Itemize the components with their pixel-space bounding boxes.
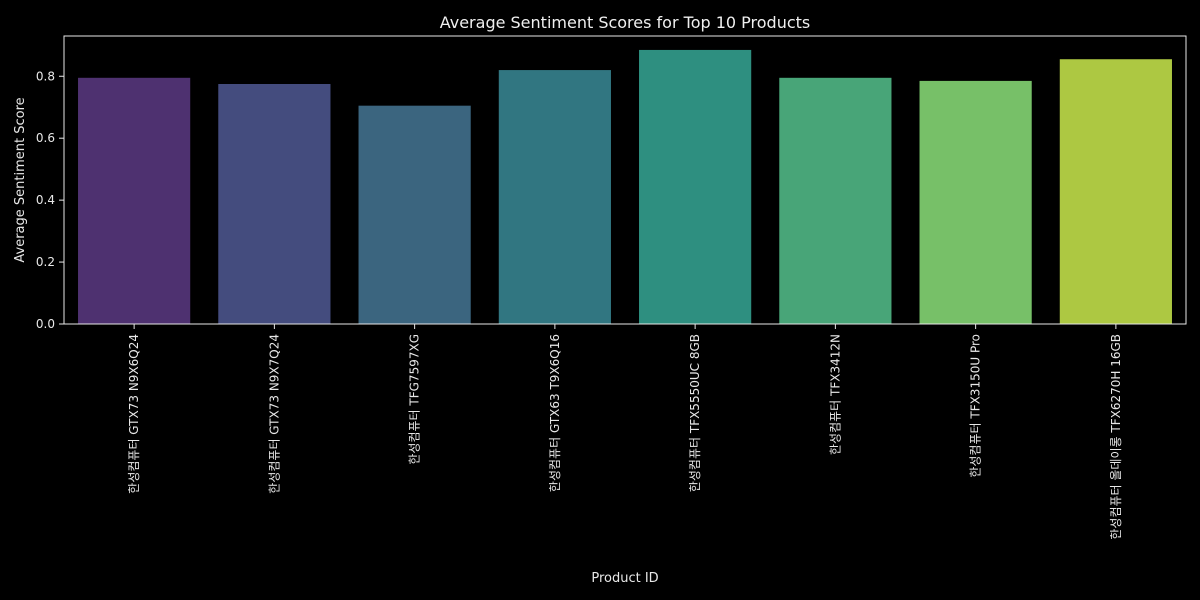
x-tick-label: 한성컴퓨터 GTX73 N9X7Q24 [267, 334, 281, 494]
x-tick-label: 한성컴퓨터 올데이롱 TFX6270H 16GB [1109, 334, 1123, 540]
x-tick-label: 한성컴퓨터 GTX73 N9X6Q24 [127, 334, 141, 494]
plot-frame [63, 35, 1187, 325]
bar-2 [218, 84, 331, 324]
bar-5 [639, 49, 752, 324]
bar-4 [498, 70, 611, 324]
bar-8 [1059, 59, 1172, 325]
bar-3 [358, 105, 471, 324]
y-tick-label: 0.8 [36, 69, 55, 83]
x-tick-label: 한성컴퓨터 TFG7597XG [408, 334, 422, 465]
y-axis: 0.0 0.2 0.4 0.6 0.8 [36, 69, 64, 331]
chart-title: Average Sentiment Scores for Top 10 Prod… [440, 13, 811, 32]
y-tick-label: 0.2 [36, 255, 55, 269]
x-tick-label: 한성컴퓨터 TFX3412N [828, 334, 842, 455]
y-tick-label: 0.6 [36, 131, 55, 145]
bar-7 [919, 80, 1032, 324]
x-axis-title: Product ID [591, 571, 658, 586]
bar-1 [78, 77, 191, 324]
bar-6 [779, 77, 892, 324]
x-axis: 한성컴퓨터 GTX73 N9X6Q24 한성컴퓨터 GTX73 N9X7Q24 한성… [127, 324, 1123, 540]
y-axis-title: Average Sentiment Score [13, 97, 28, 262]
y-tick-label: 0.0 [36, 317, 55, 331]
x-tick-label: 한성컴퓨터 GTX63 T9X6Q16 [548, 334, 562, 492]
y-tick-label: 0.4 [36, 193, 55, 207]
x-tick-label: 한성컴퓨터 TFX5550UC 8GB [688, 334, 702, 492]
bars-group [78, 49, 1172, 325]
x-tick-label: 한성컴퓨터 TFX3150U Pro [969, 334, 983, 478]
